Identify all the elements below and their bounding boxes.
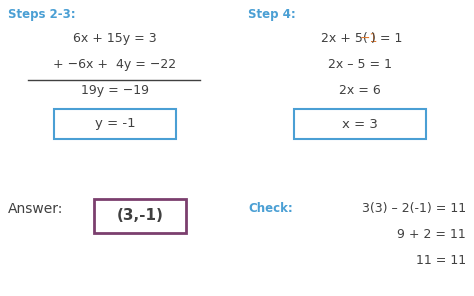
FancyBboxPatch shape — [54, 109, 176, 139]
Text: Steps 2-3:: Steps 2-3: — [8, 8, 76, 21]
Text: 11 = 11: 11 = 11 — [416, 254, 466, 267]
Text: −1: −1 — [360, 32, 378, 45]
FancyBboxPatch shape — [294, 109, 426, 139]
Text: 2x + 5(: 2x + 5( — [321, 32, 368, 45]
Text: Step 4:: Step 4: — [248, 8, 296, 21]
Text: 2x = 6: 2x = 6 — [339, 84, 381, 97]
Text: 3(3) – 2(-1) = 11: 3(3) – 2(-1) = 11 — [362, 202, 466, 215]
Text: Check:: Check: — [248, 202, 293, 215]
Text: 19y = −19: 19y = −19 — [81, 84, 149, 97]
Text: 2x – 5 = 1: 2x – 5 = 1 — [328, 58, 392, 71]
Text: 6x + 15y = 3: 6x + 15y = 3 — [73, 32, 157, 45]
Text: Answer:: Answer: — [8, 202, 64, 216]
Text: y = -1: y = -1 — [95, 118, 135, 131]
Text: ) = 1: ) = 1 — [371, 32, 402, 45]
Text: 9 + 2 = 11: 9 + 2 = 11 — [397, 228, 466, 241]
Text: (3,-1): (3,-1) — [117, 208, 164, 223]
Text: x = 3: x = 3 — [342, 118, 378, 131]
Text: + −6x +  4y = −22: + −6x + 4y = −22 — [54, 58, 176, 71]
FancyBboxPatch shape — [94, 199, 186, 233]
